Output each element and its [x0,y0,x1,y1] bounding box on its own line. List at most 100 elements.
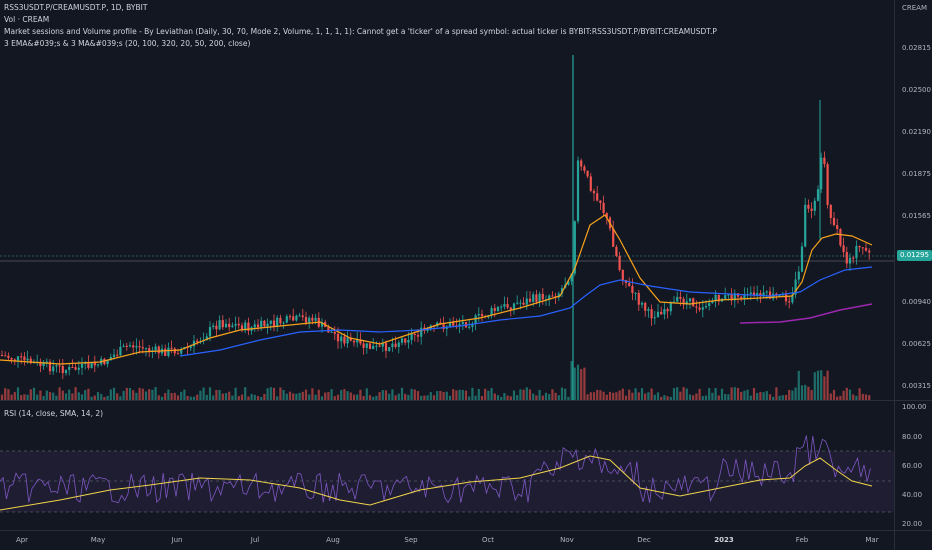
candle-body [292,316,295,321]
volume-bar [749,395,752,400]
volume-bar [253,394,256,400]
volume-bar [612,392,615,400]
volume-bar [10,394,13,400]
volume-bar [493,393,496,400]
volume-bar [442,391,445,400]
volume-bar [244,387,247,400]
volume-bar [756,392,759,400]
volume-bar [128,388,132,400]
candle-body [852,257,855,259]
candle-body [234,323,237,326]
candle-body [493,308,496,311]
candle-body [311,317,314,321]
volume-legend[interactable]: Vol · CREAM [4,15,50,24]
candle-body [791,294,794,303]
candle-body [71,367,74,369]
volume-bar [717,395,720,400]
candle-body [634,292,637,294]
candle-body [820,157,823,190]
moving-averages-legend[interactable]: 3 EMA&#039;s & 3 MA&#039;s (20, 100, 320… [4,39,251,48]
volume-bar [36,394,39,400]
volume-bar [224,393,228,400]
candle-body [452,322,455,326]
volume-bar [304,389,308,400]
volume-bar [701,396,704,400]
volume-bar [106,395,109,400]
volume-bar [685,388,688,400]
volume-bar [112,387,116,400]
candle-body [468,326,471,328]
candle-body [573,221,576,274]
candle-body [122,345,125,347]
candle-body [141,347,144,349]
candle-body [864,247,868,251]
candle-body [295,315,298,321]
volume-bar [596,389,599,400]
candle-body [474,315,477,324]
candle-body [471,323,474,327]
volume-bar [272,387,276,400]
candle-body [212,325,215,328]
volume-bar [151,389,154,400]
candle-body [605,213,608,218]
volume-bar [237,396,240,400]
volume-bar [13,392,16,400]
candle-body [583,166,586,171]
candle-body [61,365,64,374]
candle-body [784,294,788,302]
rsi-legend[interactable]: RSI (14, close, SMA, 14, 2) [4,409,104,418]
candle-body [167,347,170,356]
candle-body [276,317,279,327]
slow-ma-line [739,303,873,324]
candle-body [480,314,484,317]
volume-bar [826,370,829,400]
candle-body [336,333,340,342]
candle-body [301,315,304,318]
volume-bar [535,395,538,400]
time-axis-label: Mar [865,536,879,544]
volume-bar [221,393,224,400]
volume-bar [301,391,304,400]
candle-body [378,345,381,347]
volume-bar [560,387,564,400]
volume-bar [0,394,4,400]
volume-bar [55,395,58,400]
volume-bar [52,392,55,400]
symbol-title[interactable]: RSS3USDT.P/CREAMUSDT.P, 1D, BYBIT [4,3,148,12]
candle-body [288,316,292,318]
volume-profile-legend[interactable]: Market sessions and Volume profile - By … [4,27,717,36]
candle-body [119,346,122,356]
volume-bar [16,387,20,400]
candle-body [272,320,276,327]
candle-body [672,301,676,303]
candle-body [23,356,26,361]
volume-bar [343,389,346,400]
candle-body [807,204,810,209]
volume-bar [311,388,314,400]
volume-bar [653,394,656,400]
last-price-badge: 0.01295 [897,250,932,261]
candle-body [237,323,240,326]
volume-bar [468,396,471,400]
volume-bar [544,392,548,400]
volume-bar [324,392,327,400]
candle-body [733,293,736,301]
candle-body [711,300,714,304]
volume-bar [266,388,269,400]
volume-bar [384,390,388,400]
candle-body [221,320,224,328]
candle-body [282,322,285,324]
volume-bar [132,390,135,400]
volume-bar [778,395,781,400]
volume-bar [103,396,106,400]
candle-body [839,229,842,246]
volume-bar [42,396,45,400]
volume-bar [365,388,368,400]
price-label: 0.00315 [902,382,931,390]
candle-body [692,298,695,307]
time-axis-label: Dec [637,536,651,544]
candle-body [189,346,192,348]
volume-bar [608,391,612,400]
candle-body [762,292,765,297]
